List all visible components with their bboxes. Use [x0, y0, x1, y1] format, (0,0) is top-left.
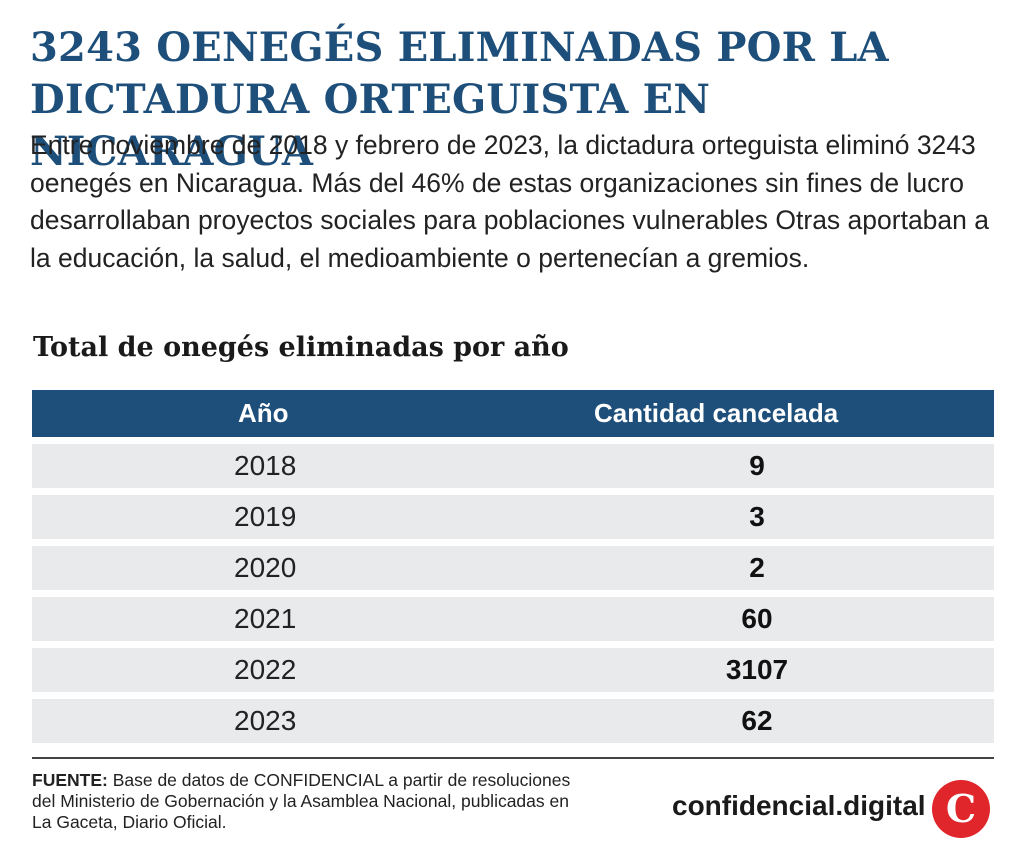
table-row: 2022 3107	[32, 648, 994, 692]
footer-divider	[32, 757, 994, 759]
year-cell: 2020	[234, 552, 297, 583]
quantity-cell: 3	[562, 501, 994, 533]
table-row: 2023 62	[32, 699, 994, 743]
quantity-cell: 60	[562, 603, 994, 635]
page-title: 3243 OENEGÉS ELIMINADAS POR LA DICTADURA…	[30, 22, 990, 178]
source-note: FUENTE: Base de datos de CONFIDENCIAL a …	[32, 770, 592, 833]
table-header: Año Cantidad cancelada	[32, 390, 994, 437]
header-year: Año	[238, 398, 289, 428]
logo-letter: C	[946, 786, 976, 831]
table-row: 2020 2	[32, 546, 994, 590]
table-body: 2018 9 2019 3 2020 2 2021 60 2022 3107 2023 62	[32, 444, 994, 743]
source-label: FUENTE:	[32, 770, 108, 790]
table-row: 2021 60	[32, 597, 994, 641]
quantity-cell: 3107	[562, 654, 994, 686]
table-row: 2019 3	[32, 495, 994, 539]
quantity-value: 60	[741, 603, 773, 634]
year-cell: 2019	[234, 501, 297, 532]
source-text: Base de datos de CONFIDENCIAL a partir d…	[32, 770, 571, 832]
quantity-value: 3	[749, 501, 765, 532]
table-row: 2018 9	[32, 444, 994, 488]
quantity-value: 62	[741, 705, 773, 736]
quantity-cell: 9	[562, 450, 994, 482]
year-cell: 2023	[234, 705, 297, 736]
table-title: Total de onegés eliminadas por año	[33, 332, 569, 363]
quantity-cell: 2	[562, 552, 994, 584]
header-quantity: Cantidad cancelada	[594, 398, 839, 428]
quantity-value: 3107	[725, 654, 789, 685]
quantity-value: 2	[749, 552, 765, 583]
year-cell: 2018	[234, 450, 297, 481]
quantity-cell: 62	[562, 705, 994, 737]
title-line-1: 3243 OENEGÉS ELIMINADAS POR LA	[30, 24, 889, 71]
confidencial-logo-icon: C	[932, 780, 990, 838]
brand-name: confidencial.digital	[672, 790, 926, 821]
year-cell: 2021	[234, 603, 297, 634]
intro-text: Entre noviembre de 2018 y febrero de 202…	[30, 130, 989, 273]
title-line-2: DICTADURA ORTEGUISTA EN NICARAGUA	[30, 76, 711, 175]
year-cell: 2022	[234, 654, 297, 685]
quantity-value: 9	[749, 450, 765, 481]
data-table: Año Cantidad cancelada 2018 9 2019 3 2020 2 20…	[32, 390, 994, 743]
